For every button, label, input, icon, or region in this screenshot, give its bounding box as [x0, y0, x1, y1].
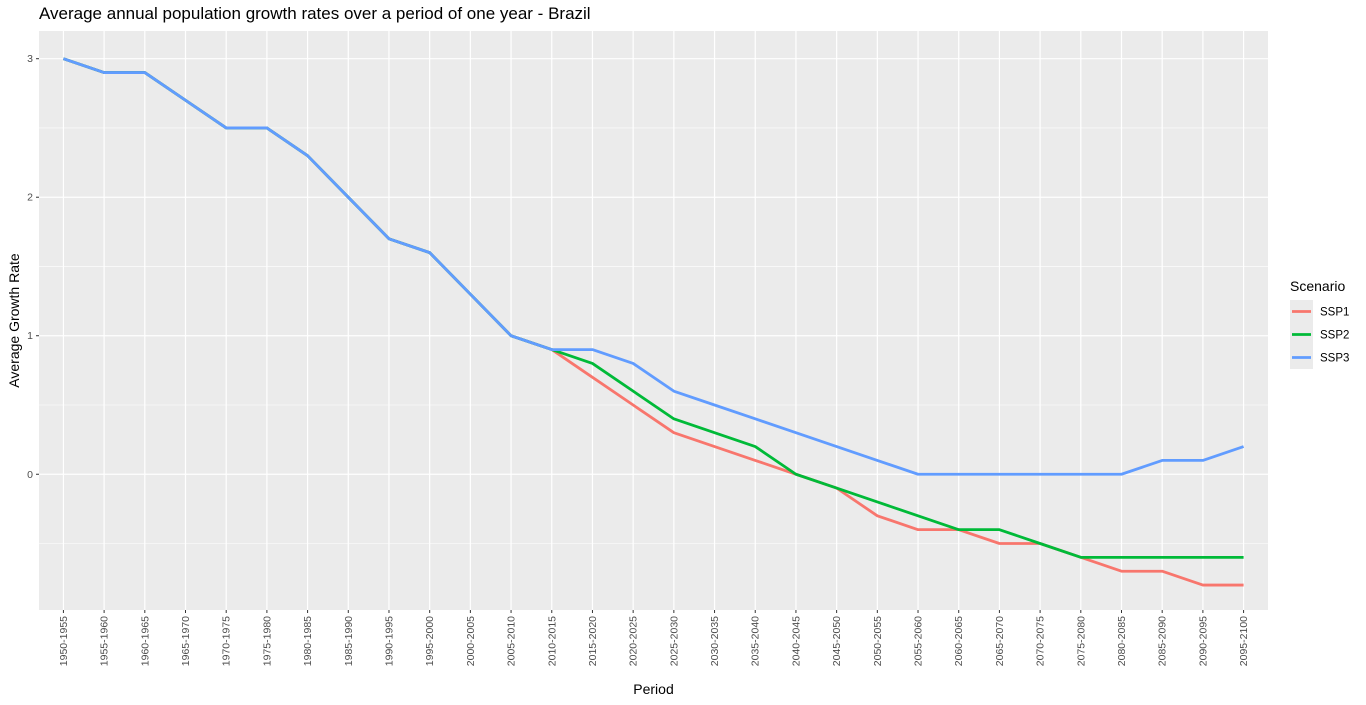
x-tick-label: 1980-1985	[302, 616, 314, 666]
x-tick-label: 2085-2090	[1157, 616, 1169, 666]
x-tick-label: 2095-2100	[1238, 616, 1250, 666]
x-axis-title: Period	[633, 681, 673, 697]
y-tick-label: 0	[27, 469, 33, 481]
x-tick-label: 2060-2065	[953, 616, 965, 666]
x-tick-label: 1955-1960	[99, 616, 111, 666]
x-tick-label: 2050-2055	[872, 616, 884, 666]
chart-title: Average annual population growth rates o…	[39, 4, 591, 23]
x-tick-label: 2075-2080	[1075, 616, 1087, 666]
x-tick-label: 2055-2060	[913, 616, 925, 666]
x-tick-label: 2010-2015	[546, 616, 558, 666]
x-tick-label: 1965-1970	[180, 616, 192, 666]
x-tick-label: 1970-1975	[221, 616, 233, 666]
y-tick-label: 1	[27, 330, 33, 342]
x-tick-label: 2040-2045	[790, 616, 802, 666]
x-tick-label: 1990-1995	[383, 616, 395, 666]
x-tick-label: 2005-2010	[506, 616, 518, 666]
x-tick-label: 2080-2085	[1116, 616, 1128, 666]
y-tick-label: 2	[27, 192, 33, 204]
x-tick-label: 1950-1955	[58, 616, 70, 666]
legend-label: SSP2	[1320, 330, 1349, 342]
legend-title: Scenario	[1290, 278, 1345, 294]
series-line-ssp3	[62, 57, 1245, 476]
y-axis: 0 1 2 3	[27, 53, 39, 481]
x-tick-label: 2030-2035	[709, 616, 721, 666]
y-axis-title: Average Growth Rate	[6, 253, 22, 388]
x-tick-label: 2035-2040	[750, 616, 762, 666]
plot-panel	[39, 31, 1268, 610]
x-tick-label: 1975-1980	[261, 616, 273, 666]
legend-label: SSP3	[1320, 353, 1349, 365]
legend-label: SSP1	[1320, 307, 1349, 319]
x-tick-label: 2065-2070	[994, 616, 1006, 666]
x-tick-label: 1985-1990	[343, 616, 355, 666]
y-tick-label: 3	[27, 53, 33, 65]
x-axis: 1950-1955 1955-1960 1960-1965 1965-1970 1970…	[58, 610, 1250, 666]
x-tick-label: 1995-2000	[424, 616, 436, 666]
series-lines	[62, 57, 1245, 587]
x-tick-label: 2090-2095	[1197, 616, 1209, 666]
x-tick-label: 2020-2025	[628, 616, 640, 666]
legend: Scenario SSP1 SSP2 SSP3	[1290, 278, 1349, 369]
x-tick-label: 2045-2050	[831, 616, 843, 666]
x-tick-label: 2000-2005	[465, 616, 477, 666]
x-tick-label: 2015-2020	[587, 616, 599, 666]
x-tick-label: 2070-2075	[1035, 616, 1047, 666]
x-tick-label: 2025-2030	[668, 616, 680, 666]
x-tick-label: 1960-1965	[139, 616, 151, 666]
